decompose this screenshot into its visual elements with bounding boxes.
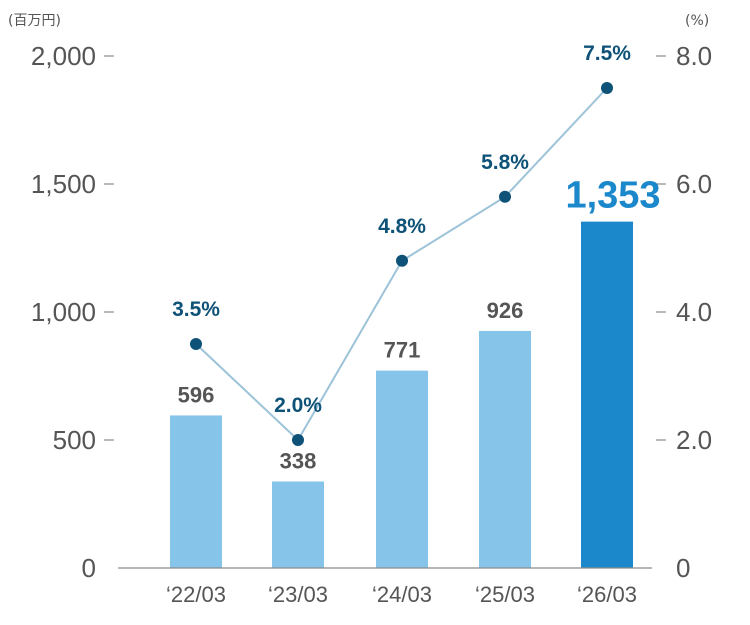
ratio-label: 7.5%: [583, 42, 631, 65]
x-axis-tick-label: ‘24/03: [372, 582, 432, 607]
bar-value-label-highlight: 1,353: [565, 175, 660, 217]
ratio-point: [292, 434, 304, 446]
bar: [272, 481, 324, 568]
x-axis-ticks: ‘22/03 ‘23/03 ‘24/03 ‘25/03 ‘26/03: [166, 582, 637, 607]
bar-value-label: 771: [384, 338, 421, 363]
bar: [170, 415, 222, 568]
ratio-label: 4.8%: [378, 215, 426, 238]
bar: [376, 370, 428, 568]
ratio-point: [601, 82, 613, 94]
ratio-point: [396, 254, 408, 267]
left-axis-tick-label: 2,000: [31, 41, 96, 71]
bar: [581, 221, 633, 568]
right-axis: 0 2.0 4.0 6.0 8.0: [656, 41, 712, 583]
bar-value-label: 596: [178, 382, 215, 407]
ratio-label: 3.5%: [172, 298, 220, 321]
ratio-line: 3.5% 2.0% 4.8% 5.8% 7.5%: [172, 42, 631, 446]
right-axis-tick-label: 4.0: [676, 297, 712, 327]
x-axis-tick-label: ‘22/03: [166, 582, 226, 607]
right-axis-tick-label: 6.0: [676, 169, 712, 199]
left-axis-tick-label: 0: [82, 553, 96, 583]
ratio-label: 5.8%: [481, 151, 529, 174]
bar-value-label: 926: [487, 298, 524, 323]
right-axis-tick-label: 8.0: [676, 41, 712, 71]
left-axis-tick-label: 500: [53, 425, 96, 455]
bars: 596 338 771 926 1,353: [170, 175, 661, 568]
x-axis-tick-label: ‘26/03: [577, 582, 637, 607]
right-axis-unit: (%): [685, 13, 709, 29]
left-axis-tick-label: 1,000: [31, 297, 96, 327]
left-axis-tick-label: 1,500: [31, 169, 96, 199]
x-axis-tick-label: ‘25/03: [475, 582, 535, 607]
bar-value-label: 338: [280, 448, 317, 473]
x-axis-tick-label: ‘23/03: [268, 582, 328, 607]
right-axis-tick-label: 2.0: [676, 425, 712, 455]
ratio-label: 2.0%: [274, 394, 322, 417]
ratio-point: [499, 190, 511, 203]
bar: [479, 330, 531, 568]
left-axis-unit: (百万円): [8, 13, 61, 29]
left-axis: 0 500 1,000 1,500 2,000: [31, 41, 114, 583]
right-axis-tick-label: 0: [676, 553, 690, 583]
ratio-point: [190, 338, 202, 350]
